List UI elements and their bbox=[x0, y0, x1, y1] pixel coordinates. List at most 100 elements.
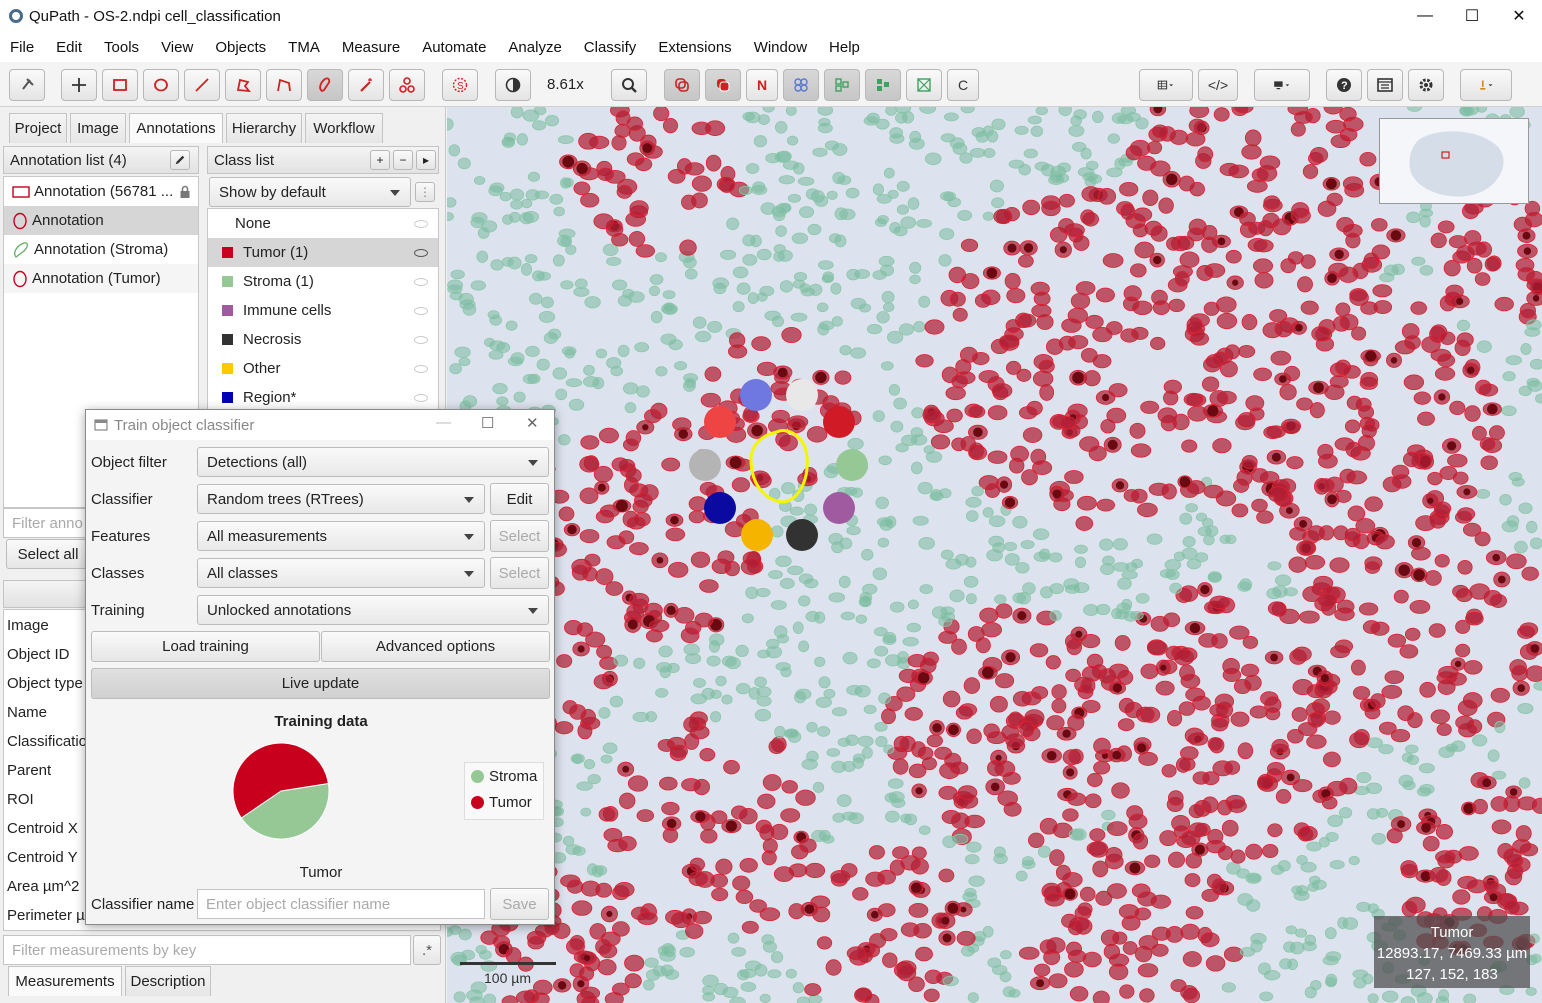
show-annotations-button[interactable] bbox=[664, 69, 700, 101]
visibility-icon[interactable] bbox=[414, 364, 428, 373]
load-training-button[interactable]: Load training bbox=[91, 631, 320, 662]
visibility-icon[interactable] bbox=[414, 306, 428, 315]
annotation-item-1[interactable]: Annotation (56781 ... bbox=[4, 177, 198, 206]
wand-tool-button[interactable] bbox=[348, 69, 384, 101]
help-button[interactable]: ? bbox=[1326, 69, 1362, 101]
brush-class-selector[interactable] bbox=[786, 379, 818, 411]
fill-annotations-button[interactable] bbox=[705, 69, 741, 101]
menu-measure[interactable]: Measure bbox=[341, 38, 401, 56]
training-select[interactable]: Unlocked annotations bbox=[197, 595, 549, 625]
menu-automate[interactable]: Automate bbox=[422, 38, 487, 56]
classifier-name-input[interactable]: Enter object classifier name bbox=[197, 889, 485, 919]
show-tma-button[interactable] bbox=[783, 69, 819, 101]
brush-class-selector[interactable] bbox=[741, 519, 773, 551]
extensions-menu-button[interactable] bbox=[1460, 69, 1512, 101]
overview-thumbnail[interactable] bbox=[1379, 118, 1529, 204]
tab-description[interactable]: Description bbox=[125, 966, 211, 996]
grid-options-button[interactable] bbox=[1139, 69, 1193, 101]
regex-toggle-button[interactable]: .* bbox=[413, 935, 441, 965]
dialog-close-button[interactable]: ✕ bbox=[526, 415, 539, 432]
tab-image[interactable]: Image bbox=[70, 113, 126, 143]
rectangle-tool-button[interactable] bbox=[102, 69, 138, 101]
pin-tool-button[interactable] bbox=[9, 69, 45, 101]
selection-mode-button[interactable]: S bbox=[442, 69, 478, 101]
menu-analyze[interactable]: Analyze bbox=[508, 38, 562, 56]
brush-class-selector[interactable] bbox=[823, 406, 855, 438]
measurement-filter-input[interactable]: Filter measurements by key bbox=[3, 935, 411, 965]
brush-class-selector[interactable] bbox=[740, 379, 772, 411]
annotation-item-3[interactable]: Annotation (Stroma) bbox=[4, 235, 198, 264]
brush-class-selector[interactable] bbox=[689, 449, 721, 481]
class-item-other[interactable]: Other bbox=[208, 354, 438, 383]
annotation-item-4[interactable]: Annotation (Tumor) bbox=[4, 264, 198, 293]
menu-tools[interactable]: Tools bbox=[104, 38, 140, 56]
brush-tool-button[interactable] bbox=[307, 69, 343, 101]
show-connections-button[interactable] bbox=[906, 69, 942, 101]
points-tool-button[interactable] bbox=[389, 69, 425, 101]
save-classifier-button[interactable]: Save bbox=[490, 888, 549, 920]
display-options-button[interactable] bbox=[1254, 69, 1310, 101]
brightness-contrast-button[interactable] bbox=[495, 69, 531, 101]
minimize-button[interactable]: — bbox=[1417, 7, 1433, 24]
show-by-default-select[interactable]: Show by default bbox=[209, 177, 411, 207]
visibility-icon[interactable] bbox=[414, 277, 428, 286]
menu-window[interactable]: Window bbox=[753, 38, 808, 56]
class-options-button[interactable]: ▸ bbox=[416, 150, 436, 170]
zoom-to-fit-button[interactable] bbox=[611, 69, 647, 101]
select-all-button[interactable]: Select all bbox=[6, 539, 90, 569]
show-detections-button[interactable] bbox=[824, 69, 860, 101]
polygon-tool-button[interactable] bbox=[225, 69, 261, 101]
tab-hierarchy[interactable]: Hierarchy bbox=[226, 113, 302, 143]
classes-select[interactable]: All classes bbox=[197, 558, 485, 588]
brush-class-selector[interactable] bbox=[704, 406, 736, 438]
show-names-button[interactable]: N bbox=[746, 69, 778, 101]
menu-tma[interactable]: TMA bbox=[288, 38, 320, 56]
select-classes-button[interactable]: Select bbox=[490, 557, 549, 589]
move-tool-button[interactable] bbox=[61, 69, 97, 101]
tab-measurements[interactable]: Measurements bbox=[8, 966, 122, 996]
menu-objects[interactable]: Objects bbox=[215, 38, 267, 56]
class-item-none[interactable]: None bbox=[208, 209, 438, 238]
show-cells-button[interactable]: C bbox=[947, 69, 979, 101]
ellipse-tool-button[interactable] bbox=[143, 69, 179, 101]
log-button[interactable] bbox=[1367, 69, 1403, 101]
menu-extensions[interactable]: Extensions bbox=[658, 38, 732, 56]
class-item-stroma[interactable]: Stroma (1) bbox=[208, 267, 438, 296]
class-item-immune-cells[interactable]: Immune cells bbox=[208, 296, 438, 325]
visibility-icon[interactable] bbox=[414, 219, 428, 228]
class-item-region[interactable]: Region* bbox=[208, 383, 438, 409]
menu-classify[interactable]: Classify bbox=[583, 38, 637, 56]
add-class-button[interactable]: + bbox=[370, 150, 390, 170]
line-tool-button[interactable] bbox=[184, 69, 220, 101]
class-item-tumor[interactable]: Tumor (1) bbox=[208, 238, 438, 267]
object-filter-select[interactable]: Detections (all) bbox=[197, 447, 549, 477]
eye-icon[interactable] bbox=[414, 248, 428, 257]
fill-detections-button[interactable] bbox=[865, 69, 901, 101]
brush-class-selector[interactable] bbox=[823, 492, 855, 524]
live-update-toggle[interactable]: Live update bbox=[91, 668, 550, 699]
dialog-minimize-button[interactable]: — bbox=[436, 414, 451, 431]
remove-class-button[interactable]: − bbox=[393, 150, 413, 170]
features-select[interactable]: All measurements bbox=[197, 521, 485, 551]
edit-classifier-button[interactable]: Edit bbox=[490, 483, 549, 515]
script-editor-button[interactable]: </> bbox=[1198, 69, 1238, 101]
preferences-button[interactable] bbox=[1408, 69, 1444, 101]
maximize-button[interactable]: ☐ bbox=[1464, 8, 1480, 25]
brush-class-selector[interactable] bbox=[836, 449, 868, 481]
menu-view[interactable]: View bbox=[161, 38, 194, 56]
tab-project[interactable]: Project bbox=[9, 113, 67, 143]
class-menu-button[interactable]: ⋮ bbox=[415, 182, 435, 202]
classifier-select[interactable]: Random trees (RTrees) bbox=[197, 484, 485, 514]
edit-annotation-button[interactable] bbox=[170, 150, 190, 170]
image-viewer[interactable] bbox=[447, 107, 1542, 1003]
brush-class-selector[interactable] bbox=[786, 519, 818, 551]
tab-annotations[interactable]: Annotations bbox=[129, 113, 223, 143]
brush-class-selector[interactable] bbox=[704, 492, 736, 524]
menu-edit[interactable]: Edit bbox=[56, 38, 83, 56]
close-window-button[interactable]: ✕ bbox=[1512, 8, 1526, 25]
menu-help[interactable]: Help bbox=[829, 38, 860, 56]
class-item-necrosis[interactable]: Necrosis bbox=[208, 325, 438, 354]
visibility-icon[interactable] bbox=[414, 335, 428, 344]
select-features-button[interactable]: Select bbox=[490, 520, 549, 552]
visibility-icon[interactable] bbox=[414, 393, 428, 402]
